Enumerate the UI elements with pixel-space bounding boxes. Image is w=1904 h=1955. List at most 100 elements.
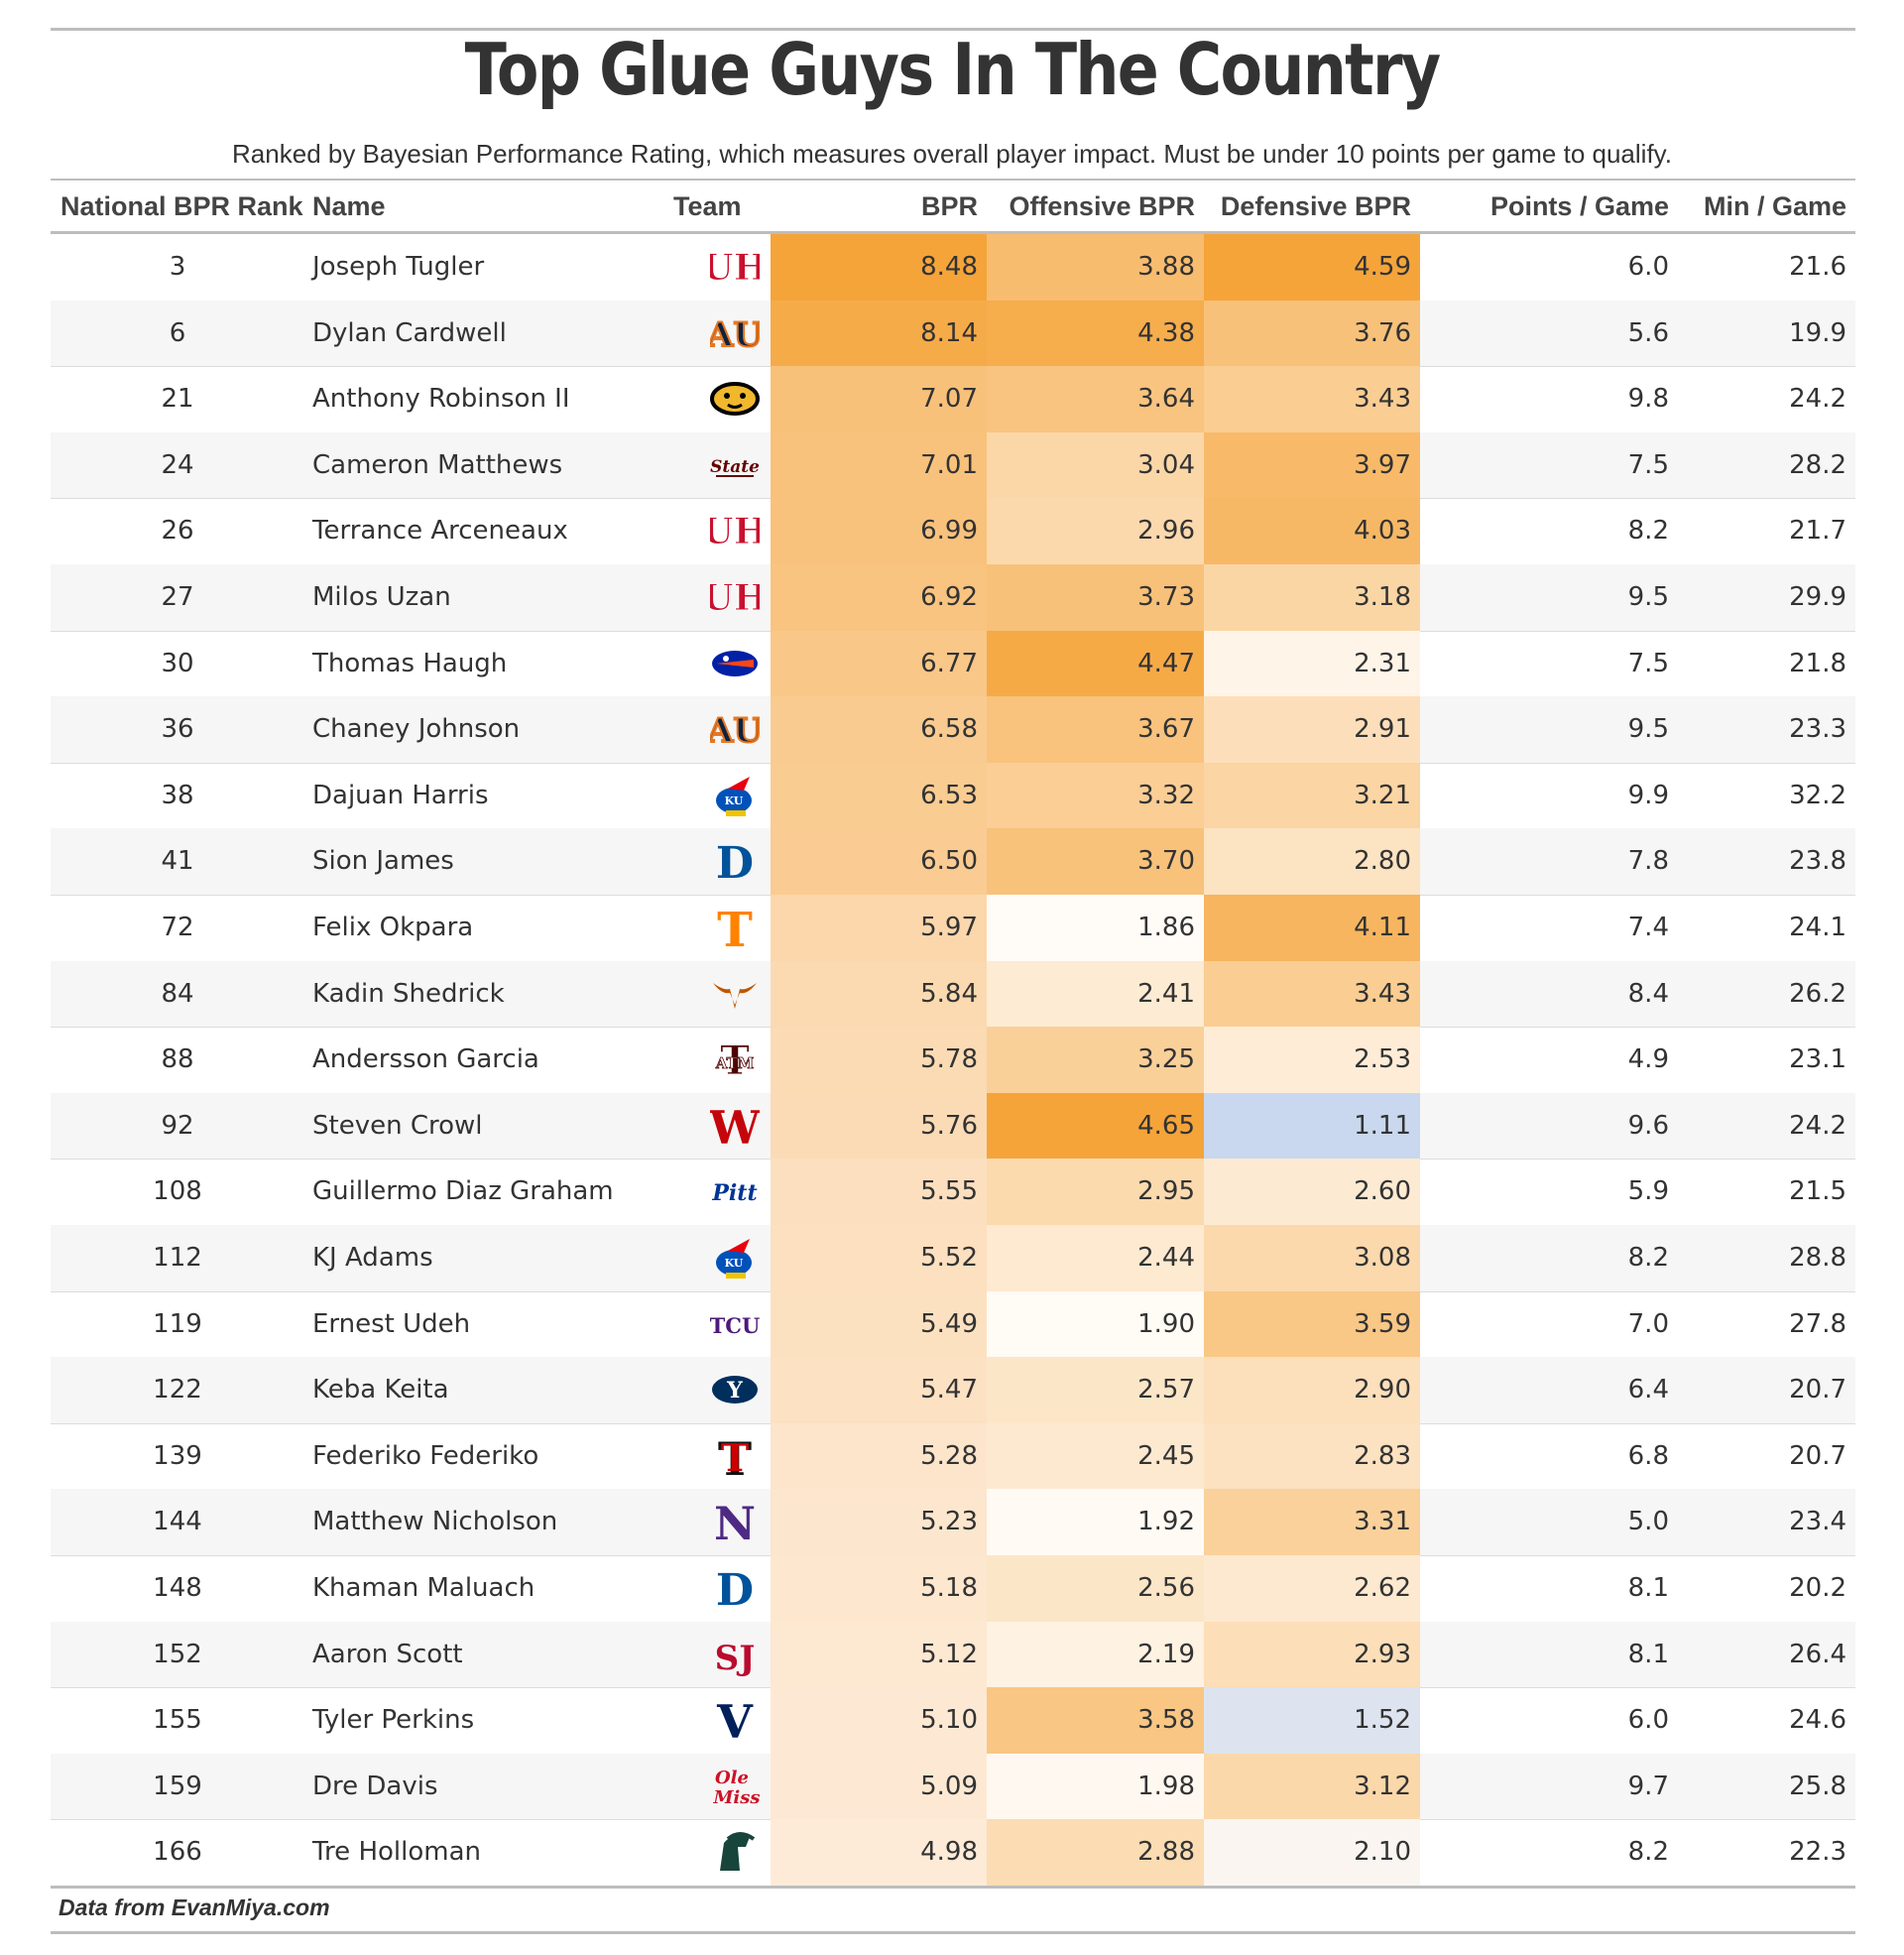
team-logo-icon: V — [716, 1695, 754, 1745]
rank-cell: 92 — [161, 1110, 194, 1141]
svg-text:TCU: TCU — [710, 1313, 760, 1338]
svg-text:UH: UH — [710, 247, 760, 289]
team-logo-cell — [665, 631, 854, 697]
svg-text:SJ: SJ — [715, 1639, 756, 1678]
svg-text:D: D — [716, 838, 754, 886]
defensive-bpr-cell: 2.53 — [1204, 1027, 1420, 1093]
team-logo-icon — [710, 382, 760, 417]
offensive-bpr-cell: 3.32 — [987, 762, 1204, 829]
bpr-cell: 6.77 — [771, 630, 987, 697]
rank-cell: 122 — [153, 1375, 202, 1405]
team-logo-icon: D — [716, 1565, 754, 1613]
rank-cell: 139 — [153, 1440, 202, 1471]
bpr-cell: 6.53 — [771, 762, 987, 829]
points-per-game-cell: 9.5 — [1627, 582, 1669, 612]
offensive-bpr-cell: 2.57 — [987, 1357, 1204, 1423]
table-row: 84 Kadin Shedrick 5.84 2.41 3.43 8.4 26.2 — [51, 960, 1855, 1029]
rank-cell: 21 — [161, 384, 194, 415]
minutes-per-game-cell: 23.3 — [1789, 714, 1846, 745]
team-logo-cell: SJ — [665, 1622, 854, 1688]
rank-cell: 148 — [153, 1573, 202, 1603]
defensive-bpr-cell: 3.08 — [1204, 1225, 1420, 1291]
svg-text:AU: AU — [710, 315, 760, 355]
minutes-per-game-cell: 28.8 — [1789, 1243, 1846, 1273]
rank-cell: 41 — [161, 846, 194, 877]
team-logo-icon: Pitt — [711, 1180, 757, 1206]
points-per-game-cell: 5.0 — [1627, 1507, 1669, 1537]
svg-text:T: T — [717, 903, 753, 952]
points-per-game-cell: 5.6 — [1627, 317, 1669, 348]
player-name-cell: Dajuan Harris — [312, 780, 489, 810]
points-per-game-cell: 7.5 — [1627, 648, 1669, 678]
team-logo-cell: Y — [665, 1357, 854, 1423]
player-name-cell: Keba Keita — [312, 1375, 449, 1405]
rank-cell: 166 — [153, 1837, 202, 1868]
offensive-bpr-cell: 3.73 — [987, 564, 1204, 631]
rank-cell: 119 — [153, 1308, 202, 1339]
table-row: 6 Dylan Cardwell AU 8.14 4.38 3.76 5.6 19.9 — [51, 300, 1855, 368]
team-logo-icon: AU — [710, 710, 760, 752]
offensive-bpr-cell: 3.88 — [987, 234, 1204, 301]
col-header-points-per-game: Points / Game — [1489, 191, 1669, 221]
table-row: 38 Dajuan Harris KU 6.53 3.32 3.21 9.9 32.2 — [51, 762, 1855, 830]
table-row: 148 Khaman Maluach D 5.18 2.56 2.62 8.1 20.2 — [51, 1555, 1855, 1623]
rank-cell: 6 — [169, 317, 186, 348]
offensive-bpr-cell: 2.19 — [987, 1621, 1204, 1688]
defensive-bpr-cell: 2.62 — [1204, 1555, 1420, 1622]
team-logo-icon: State — [710, 457, 760, 477]
bpr-cell: 6.92 — [771, 564, 987, 631]
minutes-per-game-cell: 21.5 — [1789, 1176, 1846, 1207]
team-logo-icon: TCU — [710, 1313, 760, 1338]
minutes-per-game-cell: 24.6 — [1789, 1705, 1846, 1736]
rank-cell: 30 — [161, 648, 194, 678]
svg-text:KU: KU — [725, 794, 744, 807]
minutes-per-game-cell: 23.1 — [1789, 1044, 1846, 1075]
points-per-game-cell: 7.8 — [1627, 846, 1669, 877]
player-name-cell: Tyler Perkins — [312, 1705, 475, 1736]
defensive-bpr-cell: 2.60 — [1204, 1159, 1420, 1225]
points-per-game-cell: 9.8 — [1627, 384, 1669, 415]
team-logo-cell — [665, 366, 854, 432]
defensive-bpr-cell: 3.97 — [1204, 431, 1420, 499]
player-name-cell: Thomas Haugh — [312, 648, 508, 678]
offensive-bpr-cell: 1.92 — [987, 1489, 1204, 1555]
col-header-name: Name — [312, 191, 386, 221]
team-logo-icon: TT — [718, 1432, 752, 1481]
team-logo-cell: TCU — [665, 1291, 854, 1358]
bpr-cell: 5.09 — [771, 1753, 987, 1820]
rank-cell: 84 — [161, 978, 194, 1009]
team-logo-icon: W — [710, 1101, 760, 1151]
bpr-cell: 5.47 — [771, 1357, 987, 1423]
rank-cell: 159 — [153, 1771, 202, 1801]
player-name-cell: Tre Holloman — [312, 1837, 481, 1868]
table-row: 119 Ernest Udeh TCU 5.49 1.90 3.59 7.0 27.8 — [51, 1290, 1855, 1359]
team-logo-cell: N — [665, 1489, 854, 1555]
defensive-bpr-cell: 1.52 — [1204, 1687, 1420, 1754]
header-bottom-rule — [51, 231, 1855, 234]
player-name-cell: Aaron Scott — [312, 1639, 463, 1669]
points-per-game-cell: 6.0 — [1627, 252, 1669, 282]
svg-text:T: T — [720, 1038, 750, 1084]
points-per-game-cell: 7.5 — [1627, 449, 1669, 480]
points-per-game-cell: 5.9 — [1627, 1176, 1669, 1207]
minutes-per-game-cell: 23.4 — [1789, 1507, 1846, 1537]
defensive-bpr-cell: 2.91 — [1204, 696, 1420, 763]
team-logo-cell: V — [665, 1687, 854, 1754]
team-logo-cell: D — [665, 828, 854, 895]
bpr-cell: 5.76 — [771, 1092, 987, 1160]
team-logo-cell: T — [665, 895, 854, 961]
defensive-bpr-cell: 2.90 — [1204, 1357, 1420, 1423]
points-per-game-cell: 8.4 — [1627, 978, 1669, 1009]
offensive-bpr-cell: 3.64 — [987, 366, 1204, 432]
player-name-cell: Joseph Tugler — [312, 252, 485, 282]
minutes-per-game-cell: 26.2 — [1789, 978, 1846, 1009]
svg-text:Pitt: Pitt — [711, 1180, 757, 1206]
rank-cell: 112 — [153, 1243, 202, 1273]
defensive-bpr-cell: 4.59 — [1204, 234, 1420, 301]
table-row: 108 Guillermo Diaz Graham Pitt 5.55 2.95 2.60… — [51, 1159, 1855, 1226]
rank-cell: 155 — [153, 1705, 202, 1736]
points-per-game-cell: 7.4 — [1627, 913, 1669, 942]
points-per-game-cell: 9.9 — [1627, 780, 1669, 810]
minutes-per-game-cell: 24.2 — [1789, 384, 1846, 415]
minutes-per-game-cell: 19.9 — [1789, 317, 1846, 348]
